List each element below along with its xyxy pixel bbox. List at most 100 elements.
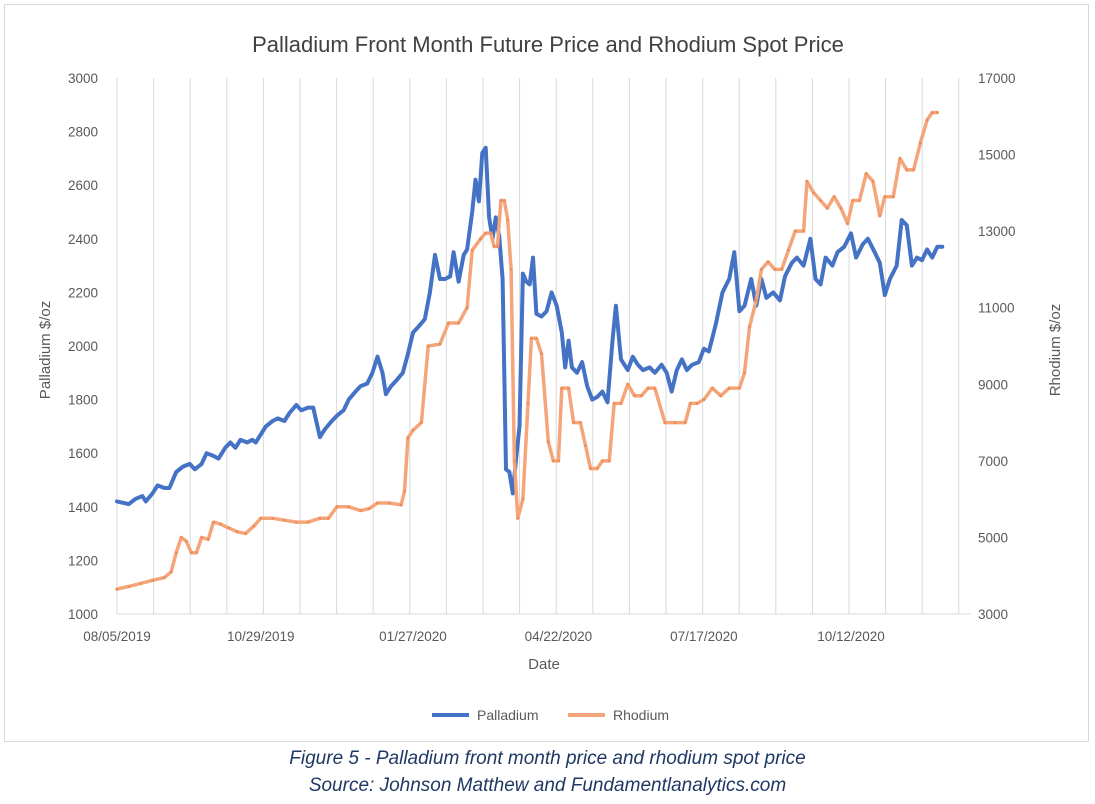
y-tick-label: 1600 bbox=[68, 446, 98, 461]
chart-frame: Palladium Front Month Future Price and R… bbox=[4, 4, 1089, 742]
data-point-rhodium bbox=[819, 199, 822, 202]
y2-axis-title: Rhodium $/oz bbox=[1047, 304, 1064, 397]
data-point-rhodium bbox=[252, 524, 256, 528]
data-point-rhodium bbox=[426, 344, 430, 348]
data-point-rhodium bbox=[503, 199, 506, 202]
data-point-rhodium bbox=[612, 402, 616, 405]
data-point-rhodium bbox=[780, 268, 783, 271]
data-point-rhodium bbox=[318, 517, 322, 520]
figure-source: Source: Johnson Matthew and Fundamentlan… bbox=[308, 775, 787, 796]
data-point-rhodium bbox=[470, 249, 474, 252]
data-point-rhodium bbox=[530, 337, 533, 340]
data-point-rhodium bbox=[306, 520, 310, 524]
series-line-rhodium bbox=[115, 110, 940, 591]
data-point-rhodium bbox=[633, 394, 636, 398]
data-point-rhodium bbox=[207, 538, 210, 541]
data-point-rhodium bbox=[163, 576, 166, 579]
data-point-rhodium bbox=[702, 398, 706, 401]
data-point-rhodium bbox=[513, 459, 516, 463]
data-point-rhodium bbox=[185, 540, 188, 543]
y-tick-label: 1400 bbox=[68, 500, 98, 515]
data-point-rhodium bbox=[235, 530, 239, 533]
data-point-rhodium bbox=[347, 505, 351, 509]
data-point-rhodium bbox=[755, 298, 758, 302]
data-point-rhodium bbox=[760, 268, 763, 271]
data-point-rhodium bbox=[457, 321, 460, 325]
data-point-rhodium bbox=[560, 386, 564, 390]
data-point-rhodium bbox=[689, 402, 692, 405]
legend: Palladium Rhodium bbox=[432, 707, 669, 723]
data-point-rhodium bbox=[684, 421, 687, 424]
data-point-rhodium bbox=[572, 421, 575, 424]
data-point-rhodium bbox=[212, 520, 215, 524]
data-point-rhodium bbox=[930, 111, 934, 114]
y-tick-label: 2800 bbox=[68, 125, 98, 140]
data-point-rhodium bbox=[805, 180, 809, 183]
data-point-rhodium bbox=[812, 191, 816, 195]
data-point-rhodium bbox=[465, 306, 469, 310]
data-point-rhodium bbox=[295, 520, 298, 524]
data-point-rhodium bbox=[912, 168, 915, 172]
y2-tick-label: 5000 bbox=[978, 530, 1008, 545]
x-tick-label: 10/29/2019 bbox=[227, 629, 295, 644]
y-tick-label: 1200 bbox=[68, 553, 98, 568]
data-point-rhodium bbox=[492, 245, 496, 248]
data-point-rhodium bbox=[871, 180, 875, 183]
data-point-rhodium bbox=[787, 249, 790, 252]
data-point-rhodium bbox=[925, 118, 929, 122]
data-point-rhodium bbox=[653, 386, 657, 390]
data-point-rhodium bbox=[283, 518, 286, 522]
y-tick-label: 1800 bbox=[68, 393, 98, 408]
data-point-rhodium bbox=[793, 229, 797, 233]
data-point-rhodium bbox=[695, 402, 699, 405]
data-point-rhodium bbox=[738, 386, 741, 390]
data-point-rhodium bbox=[420, 421, 423, 424]
data-point-rhodium bbox=[180, 536, 183, 539]
data-point-rhodium bbox=[851, 199, 854, 202]
legend-label-palladium: Palladium bbox=[477, 707, 538, 723]
data-point-rhodium bbox=[367, 507, 371, 511]
data-point-rhodium bbox=[898, 157, 902, 160]
data-point-rhodium bbox=[516, 517, 520, 520]
chart-svg: Palladium Front Month Future Price and R… bbox=[37, 32, 1064, 723]
data-point-rhodium bbox=[552, 459, 555, 463]
data-point-rhodium bbox=[619, 402, 623, 405]
data-point-rhodium bbox=[936, 111, 939, 114]
data-point-rhodium bbox=[151, 579, 154, 582]
data-point-rhodium bbox=[218, 522, 222, 526]
data-point-rhodium bbox=[626, 383, 630, 386]
data-point-rhodium bbox=[640, 394, 643, 398]
data-point-rhodium bbox=[547, 440, 550, 444]
data-point-rhodium bbox=[139, 582, 142, 585]
y-tick-label: 2200 bbox=[68, 285, 98, 300]
chart-title: Palladium Front Month Future Price and R… bbox=[252, 32, 844, 57]
data-point-rhodium bbox=[601, 459, 604, 463]
y2-tick-label: 17000 bbox=[978, 71, 1016, 86]
data-point-rhodium bbox=[484, 231, 488, 235]
data-point-rhodium bbox=[802, 229, 805, 233]
data-point-rhodium bbox=[579, 421, 582, 424]
data-point-rhodium bbox=[169, 570, 173, 574]
axis-layer: 08/05/2019 10/29/2019 01/27/2020 04/22/2020… bbox=[68, 71, 1016, 644]
data-point-rhodium bbox=[839, 206, 843, 210]
data-point-rhodium bbox=[773, 268, 777, 271]
data-point-rhodium bbox=[883, 195, 887, 198]
data-point-rhodium bbox=[115, 587, 119, 591]
x-tick-label: 07/17/2020 bbox=[670, 629, 738, 644]
data-point-rhodium bbox=[190, 551, 193, 554]
figure-caption: Figure 5 - Palladium front month price a… bbox=[289, 748, 806, 769]
data-point-rhodium bbox=[832, 195, 836, 198]
y-tick-label: 3000 bbox=[68, 71, 98, 86]
data-point-rhodium bbox=[743, 371, 746, 375]
y-tick-label: 2400 bbox=[68, 232, 98, 247]
data-point-rhodium bbox=[526, 402, 530, 405]
data-point-rhodium bbox=[259, 517, 263, 520]
data-point-rhodium bbox=[711, 386, 714, 390]
data-point-rhodium bbox=[826, 206, 829, 210]
data-point-rhodium bbox=[506, 218, 510, 221]
data-point-rhodium bbox=[327, 517, 330, 520]
data-point-rhodium bbox=[557, 459, 560, 463]
data-point-rhodium bbox=[376, 501, 379, 505]
y-tick-label: 1000 bbox=[68, 607, 98, 622]
x-tick-label: 04/22/2020 bbox=[525, 629, 593, 644]
